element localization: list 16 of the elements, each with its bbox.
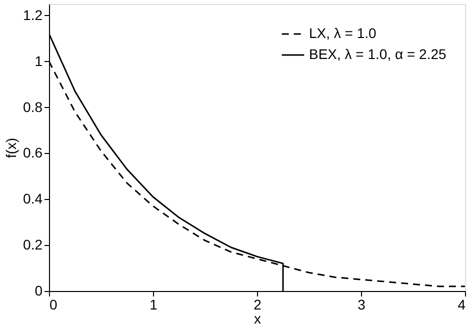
y-tick-label: 0 (34, 282, 43, 298)
legend-label: BEX, λ = 1.0, α = 2.25 (309, 46, 446, 62)
x-tick-label: 4 (458, 296, 466, 312)
y-axis-title: f(x) (3, 138, 20, 158)
y-tick-label: 1 (34, 52, 43, 69)
x-tick-label: 0 (50, 296, 58, 312)
x-tick-label: 2 (254, 296, 262, 312)
y-tick-label: 0.6 (23, 144, 43, 161)
x-tick-label: 1 (150, 296, 158, 312)
y-tick-label: 0.2 (23, 236, 43, 253)
legend-label: LX, λ = 1.0 (309, 25, 377, 41)
x-axis-title: x (254, 310, 261, 326)
x-tick-label: 3 (358, 296, 366, 312)
y-tick-label: 0.4 (23, 190, 43, 207)
y-tick-label: 0.8 (23, 98, 43, 115)
y-tick-label: 1.2 (23, 6, 43, 23)
